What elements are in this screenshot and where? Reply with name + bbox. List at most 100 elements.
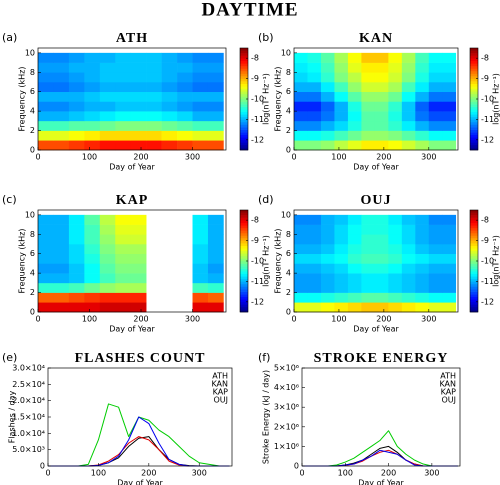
colorbar-tick-label: -8 xyxy=(481,216,489,225)
heat-cell xyxy=(415,62,430,73)
heat-cell xyxy=(347,111,362,122)
heat-cell xyxy=(38,140,54,151)
colorbar-step xyxy=(240,109,248,113)
heat-cell xyxy=(428,111,443,122)
y-tick-label: 5.0×10³ xyxy=(12,445,45,454)
colorbar-step xyxy=(470,106,478,110)
colorbar-step xyxy=(470,230,478,234)
heat-cell xyxy=(428,52,443,63)
heat-cell xyxy=(99,111,116,122)
heat-cell xyxy=(207,214,224,225)
colorbar-step xyxy=(470,291,478,295)
colorbar-tick-label: -8 xyxy=(251,54,259,63)
figure-title: DAYTIME xyxy=(201,0,298,20)
heat-cell xyxy=(68,52,85,63)
colorbar-step xyxy=(470,238,478,241)
colorbar-tick-label: -10 xyxy=(251,257,264,266)
heat-cell xyxy=(130,253,147,264)
y-tick-label: 2.0×10⁴ xyxy=(12,396,45,405)
colorbar-step xyxy=(240,227,248,231)
colorbar-step xyxy=(240,121,248,125)
heat-cell xyxy=(415,244,430,255)
colorbar-step xyxy=(470,70,478,74)
colorbar-step xyxy=(470,271,478,275)
heat-cell xyxy=(99,82,116,93)
heat-cell xyxy=(320,101,335,112)
x-tick-label: 0 xyxy=(35,315,40,324)
y-tick-label: 4 xyxy=(30,107,35,116)
colorbar-step xyxy=(240,76,248,79)
x-tick-label: 0 xyxy=(35,153,40,162)
line-series xyxy=(48,416,230,467)
heat-cell xyxy=(146,101,162,112)
heat-cell xyxy=(192,302,209,313)
heat-cell xyxy=(115,224,132,235)
heat-cell xyxy=(428,120,443,131)
x-tick-label: 200 xyxy=(376,153,391,162)
heat-cell xyxy=(415,120,430,131)
heat-cell xyxy=(192,62,209,73)
heat-cell xyxy=(361,91,376,102)
heat-cell xyxy=(130,244,147,255)
colorbar-step xyxy=(470,266,478,269)
heat-cell xyxy=(84,292,101,303)
y-tick-label: 4 xyxy=(30,269,35,278)
colorbar-step xyxy=(470,127,478,130)
colorbar-tick-label: -9 xyxy=(251,236,259,245)
heat-cell xyxy=(68,130,85,141)
heat-cell xyxy=(130,224,147,235)
heat-cell xyxy=(53,263,70,274)
heat-cell xyxy=(320,224,335,235)
colorbar-step xyxy=(470,286,478,290)
heat-cell xyxy=(115,234,132,245)
colorbar-tick-label: -9 xyxy=(481,236,489,245)
colorbar-tick-label: -12 xyxy=(481,297,494,306)
heat-cell xyxy=(130,120,147,131)
x-tick-label: 300 xyxy=(185,315,200,324)
heat-cell xyxy=(401,130,416,141)
colorbar-step xyxy=(240,215,248,218)
heat-cell xyxy=(361,263,376,274)
heat-cell xyxy=(192,292,209,303)
colorbar-step xyxy=(240,116,248,120)
heat-cell xyxy=(38,91,54,102)
heat-cell xyxy=(192,82,209,93)
heat-cell xyxy=(415,234,430,245)
heat-cell xyxy=(388,130,403,141)
colorbar-step xyxy=(470,119,478,123)
x-tick-label: 200 xyxy=(381,469,396,478)
y-tick-label: 1×10⁶ xyxy=(274,442,299,451)
heat-cell xyxy=(115,62,132,73)
heat-cell xyxy=(347,273,362,284)
heat-cell xyxy=(115,111,132,122)
colorbar-step xyxy=(470,253,478,257)
heat-cell xyxy=(294,253,308,264)
heat-cell xyxy=(84,282,101,293)
heat-cell xyxy=(374,111,389,122)
line-series xyxy=(48,436,230,467)
heat-cell xyxy=(320,253,335,264)
x-tick-label: 100 xyxy=(91,469,106,478)
heat-cell xyxy=(53,62,70,73)
heat-cell xyxy=(320,72,335,83)
colorbar-step xyxy=(240,245,248,249)
colorbar-step xyxy=(240,291,248,295)
heat-cell xyxy=(415,130,430,141)
heat-cell xyxy=(374,72,389,83)
heat-cell xyxy=(374,140,389,151)
heat-cell xyxy=(99,72,116,83)
heat-cell xyxy=(307,244,322,255)
x-tick-label: 0 xyxy=(291,153,296,162)
heat-cell xyxy=(334,282,349,293)
colorbar-tick-label: -11 xyxy=(481,115,494,124)
legend-entry: OUJ xyxy=(441,396,456,405)
colorbar-step xyxy=(240,217,248,221)
heat-cell xyxy=(334,52,349,63)
heat-cell xyxy=(177,82,193,93)
heat-cell xyxy=(38,82,54,93)
heat-cell xyxy=(115,130,132,141)
heat-cell xyxy=(428,140,443,151)
colorbar-step xyxy=(240,134,248,138)
chart-title: ATH xyxy=(116,31,148,46)
heat-cell xyxy=(347,292,362,303)
